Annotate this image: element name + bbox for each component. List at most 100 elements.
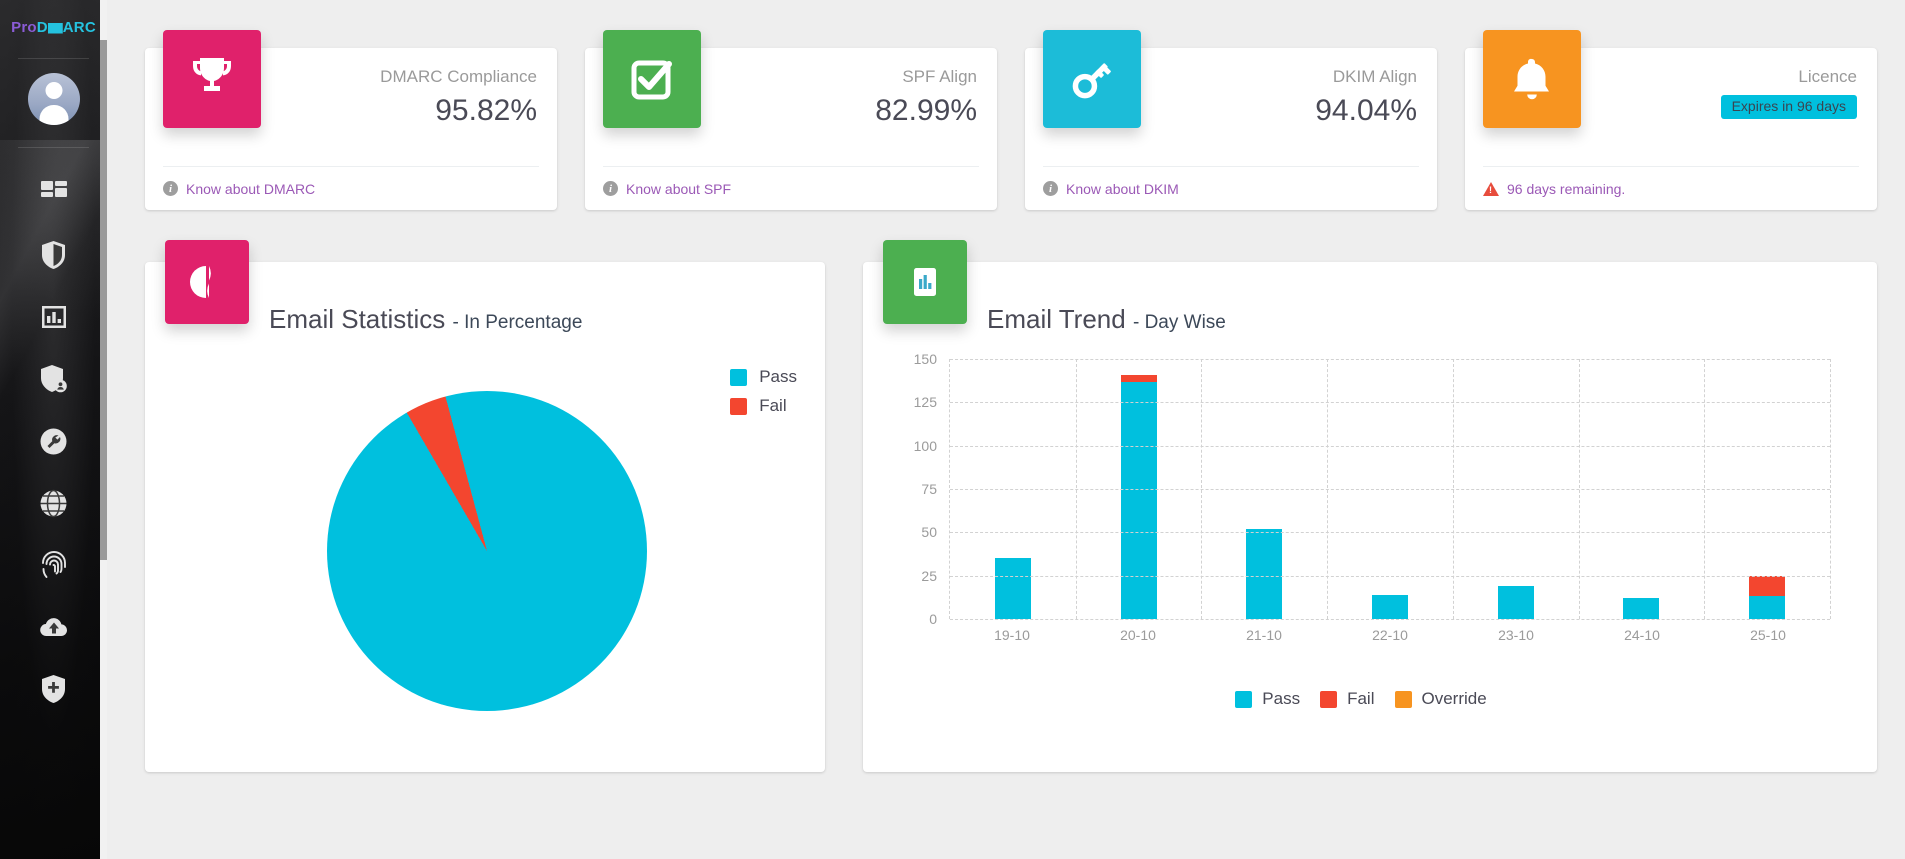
bar-stack[interactable] (1372, 594, 1409, 619)
bar-chart-icon (40, 304, 68, 330)
avatar-container[interactable] (0, 59, 107, 125)
kpi-footer-dmarc: i Know about DMARC (163, 166, 539, 210)
globe-icon (39, 489, 68, 518)
legend-item-pass[interactable]: Pass (730, 367, 797, 387)
sidebar-divider-bottom (18, 147, 89, 148)
kpi-footer-licence: 96 days remaining. (1483, 166, 1859, 210)
bar-stack[interactable] (1623, 598, 1660, 619)
legend-item-pass[interactable]: Pass (1235, 689, 1300, 709)
bar-segment-pass[interactable] (1372, 594, 1409, 619)
grid-line-horizontal (950, 489, 1830, 490)
kpi-label-dkim: DKIM Align (1332, 67, 1417, 86)
bar-stack[interactable] (994, 558, 1031, 619)
x-axis-tick: 25-10 (1750, 627, 1786, 643)
know-about-dkim-link[interactable]: Know about DKIM (1066, 180, 1179, 197)
legend-label-fail: Fail (759, 396, 787, 415)
sidebar-scrollbar-thumb[interactable] (100, 40, 107, 560)
know-about-spf-link[interactable]: Know about SPF (626, 180, 732, 197)
cloud-upload-icon (39, 615, 69, 639)
y-axis-tick: 75 (921, 481, 937, 497)
bar-segment-pass[interactable] (994, 558, 1031, 619)
bell-icon (1483, 30, 1581, 128)
legend-item-fail[interactable]: Fail (730, 396, 797, 416)
kpi-label-dmarc: DMARC Compliance (380, 67, 537, 86)
panel-title-email-trend: Email Trend - Day Wise (863, 262, 1877, 335)
x-axis-tick: 23-10 (1498, 627, 1534, 643)
sidebar-item-tools[interactable] (0, 410, 107, 472)
bar-segment-fail[interactable] (1120, 374, 1157, 382)
y-axis-tick: 50 (921, 524, 937, 541)
y-axis-tick: 150 (913, 351, 937, 367)
stats-title-main: Email Statistics (269, 304, 446, 334)
legend-swatch-pass (1235, 690, 1253, 708)
bar-chart-plot[interactable] (949, 359, 1831, 620)
info-icon: i (1043, 181, 1058, 196)
sidebar-item-dashboard[interactable] (0, 162, 107, 224)
trend-title-sub: - Day Wise (1132, 312, 1226, 333)
sidebar-item-upload[interactable] (0, 596, 107, 658)
y-axis-tick: 25 (921, 567, 937, 584)
fingerprint-icon (40, 550, 68, 580)
bar-segment-pass[interactable] (1623, 598, 1660, 619)
kpi-footer-spf: i Know about SPF (603, 166, 979, 210)
bar-segment-pass[interactable] (1749, 596, 1786, 619)
bar-group (1076, 359, 1202, 619)
grid-line-vertical (1578, 359, 1580, 619)
kpi-footer-dkim: i Know about DKIM (1043, 166, 1419, 210)
sidebar-item-forensics[interactable] (0, 534, 107, 596)
kpi-card-dmarc-compliance[interactable]: DMARC Compliance 95.82% i Know about DMA… (145, 30, 557, 210)
bar-stack[interactable] (1120, 374, 1157, 619)
know-about-dmarc-link[interactable]: Know about DMARC (186, 180, 316, 197)
bar-segment-pass[interactable] (1246, 528, 1283, 619)
avatar-body (39, 105, 68, 125)
kpi-value-dkim: 94.04% (1315, 94, 1417, 127)
legend-item-override[interactable]: Override (1394, 689, 1487, 709)
bar-segment-fail[interactable] (1749, 575, 1786, 597)
logo-part-d: D (36, 18, 48, 36)
legend-swatch-pass (730, 368, 748, 386)
sidebar-item-security[interactable] (0, 224, 107, 286)
shield-plus-icon (40, 674, 67, 704)
kpi-card-dkim-align[interactable]: DKIM Align 94.04% i Know about DKIM (1025, 30, 1437, 210)
bar-chart-icon (883, 240, 967, 324)
avatar-head (45, 82, 62, 99)
avatar[interactable] (27, 73, 80, 125)
panel-email-statistics: Email Statistics - In Percentage Pass Fa… (145, 240, 825, 772)
envelope-icon (47, 22, 63, 34)
x-axis-tick: 19-10 (994, 627, 1030, 643)
shield-user-icon (40, 364, 68, 394)
x-axis-tick: 20-10 (1120, 627, 1156, 643)
kpi-value-dmarc: 95.82% (435, 94, 537, 127)
bar-stack[interactable] (1497, 586, 1534, 619)
bar-segment-pass[interactable] (1497, 586, 1534, 619)
sidebar: Pro D ARC (0, 0, 107, 859)
legend-item-fail[interactable]: Fail (1320, 689, 1375, 709)
sidebar-item-protection[interactable] (0, 658, 107, 720)
bar-chart-y-axis: 0 25 50 75 100 125 150 (893, 351, 937, 627)
kpi-label-licence: Licence (1798, 67, 1857, 86)
sidebar-nav (0, 162, 107, 720)
bar-group (1327, 359, 1453, 619)
bar-stack[interactable] (1749, 575, 1786, 619)
kpi-card-licence[interactable]: Licence Expires in 96 days 96 days remai… (1465, 30, 1877, 210)
pie-chart-area: Pass Fail (145, 335, 825, 735)
trophy-icon (163, 30, 261, 128)
sidebar-item-reports[interactable] (0, 286, 107, 348)
sidebar-item-domains[interactable] (0, 472, 107, 534)
bar-group (1201, 359, 1327, 619)
x-axis-tick: 21-10 (1246, 627, 1282, 643)
pie-chart[interactable] (327, 391, 647, 711)
key-icon (1043, 30, 1141, 128)
bar-stack[interactable] (1246, 528, 1283, 619)
bar-chart-bars (950, 359, 1830, 619)
bar-segment-pass[interactable] (1120, 381, 1157, 619)
shield-icon (40, 240, 67, 270)
y-axis-tick: 125 (913, 394, 937, 411)
grid-line-horizontal (950, 359, 1830, 360)
kpi-card-spf-align[interactable]: SPF Align 82.99% i Know about SPF (585, 30, 997, 210)
app-logo[interactable]: Pro D ARC (0, 0, 107, 48)
kpi-label-spf: SPF Align (902, 67, 977, 86)
bar-chart-area: 0 25 50 75 100 125 150 19-10 20-10 21-10 22-10 23-… (863, 335, 1877, 755)
sidebar-item-threat-intel[interactable] (0, 348, 107, 410)
legend-label-pass: Pass (1262, 689, 1301, 708)
